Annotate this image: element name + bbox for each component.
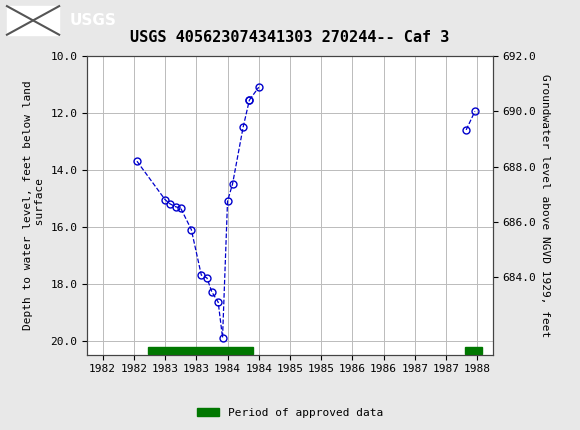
Legend: Period of approved data: Period of approved data [193,403,387,422]
Y-axis label: Depth to water level, feet below land
 surface: Depth to water level, feet below land su… [23,80,45,330]
Bar [465,347,482,354]
Text: USGS 405623074341303 270244-- Caf 3: USGS 405623074341303 270244-- Caf 3 [130,30,450,45]
Bar [147,347,252,354]
Text: USGS: USGS [70,13,117,28]
Y-axis label: Groundwater level above NGVD 1929, feet: Groundwater level above NGVD 1929, feet [541,74,550,337]
Bar [7,6,59,35]
